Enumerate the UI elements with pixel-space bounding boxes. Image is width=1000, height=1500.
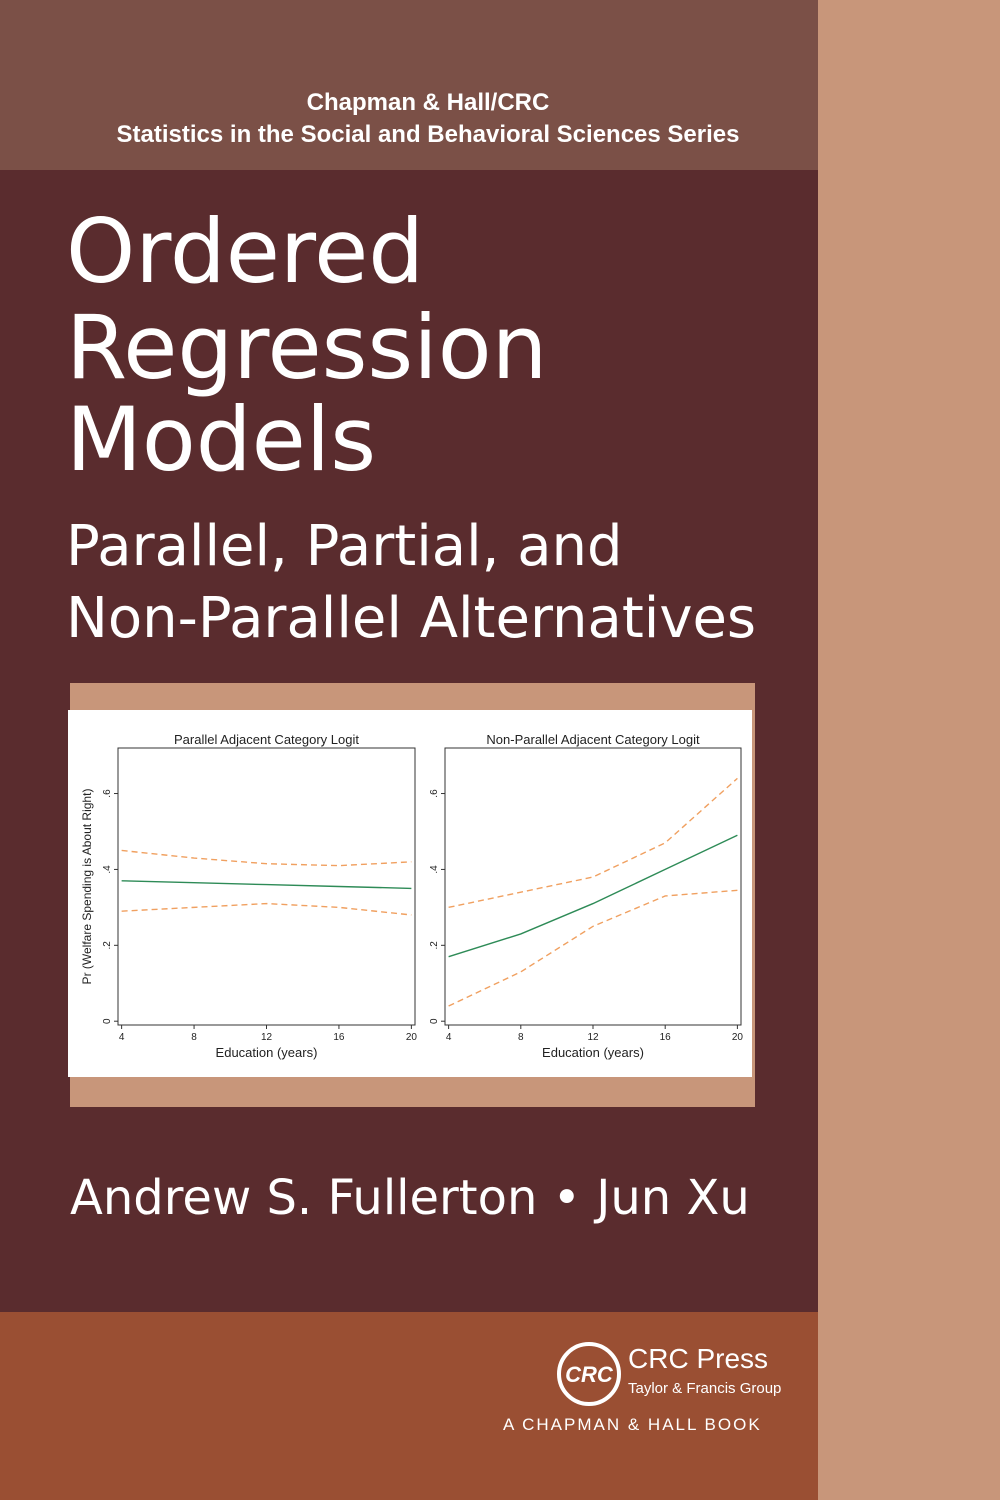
x-axis-label: Education (years) — [542, 1045, 644, 1060]
spine-strip — [818, 0, 1000, 1500]
publisher-imprint: A CHAPMAN & HALL BOOK — [503, 1415, 762, 1434]
series-line — [448, 834, 738, 958]
y-axis-label: Pr (Welfare Spending is About Right) — [80, 789, 94, 985]
y-tick-label: 0 — [102, 1018, 113, 1024]
series-name: Statistics in the Social and Behavioral … — [117, 121, 740, 148]
y-tick-label: .6 — [429, 789, 440, 798]
charts: Parallel Adjacent Category Logit Educatio… — [80, 732, 743, 1060]
logo-text: CRC — [565, 1362, 614, 1387]
x-tick-label: 8 — [518, 1032, 524, 1043]
y-tick-label: .2 — [429, 941, 440, 950]
publisher-band — [0, 1312, 818, 1500]
x-tick-label: 20 — [406, 1032, 418, 1043]
chart-title: Non-Parallel Adjacent Category Logit — [486, 732, 700, 747]
x-tick-label: 8 — [191, 1032, 197, 1043]
title-line: Models — [66, 388, 376, 491]
series-publisher: Chapman & Hall/CRC — [307, 89, 550, 116]
x-tick-label: 4 — [119, 1032, 125, 1043]
x-axis-label: Education (years) — [216, 1045, 318, 1060]
subtitle-line: Non-Parallel Alternatives — [66, 586, 756, 651]
chart-title: Parallel Adjacent Category Logit — [174, 732, 359, 747]
y-tick-label: .6 — [102, 789, 113, 798]
x-tick-label: 4 — [446, 1032, 452, 1043]
y-tick-label: 0 — [429, 1018, 440, 1024]
logo-ring — [557, 1342, 621, 1406]
x-tick-label: 12 — [587, 1032, 599, 1043]
x-tick-label: 12 — [261, 1032, 273, 1043]
x-tick-label: 16 — [333, 1032, 345, 1043]
y-tick-label: .4 — [429, 865, 440, 874]
x-tick-label: 20 — [732, 1032, 744, 1043]
figure-panel — [68, 710, 752, 1077]
title-line: Ordered — [66, 200, 424, 303]
y-tick-label: .4 — [102, 865, 113, 874]
publisher-group: Taylor & Francis Group — [628, 1380, 781, 1397]
series-line — [448, 889, 738, 1007]
series-band — [0, 0, 818, 170]
series-line — [121, 880, 412, 890]
title-line: Regression — [66, 296, 547, 399]
authors: Andrew S. Fullerton • Jun Xu — [70, 1170, 750, 1226]
publisher-name: CRC Press — [628, 1343, 768, 1374]
y-tick-label: .2 — [102, 941, 113, 950]
subtitle-line: Parallel, Partial, and — [66, 514, 623, 579]
x-tick-label: 16 — [660, 1032, 672, 1043]
series-line — [121, 849, 412, 867]
series-line — [121, 902, 412, 916]
